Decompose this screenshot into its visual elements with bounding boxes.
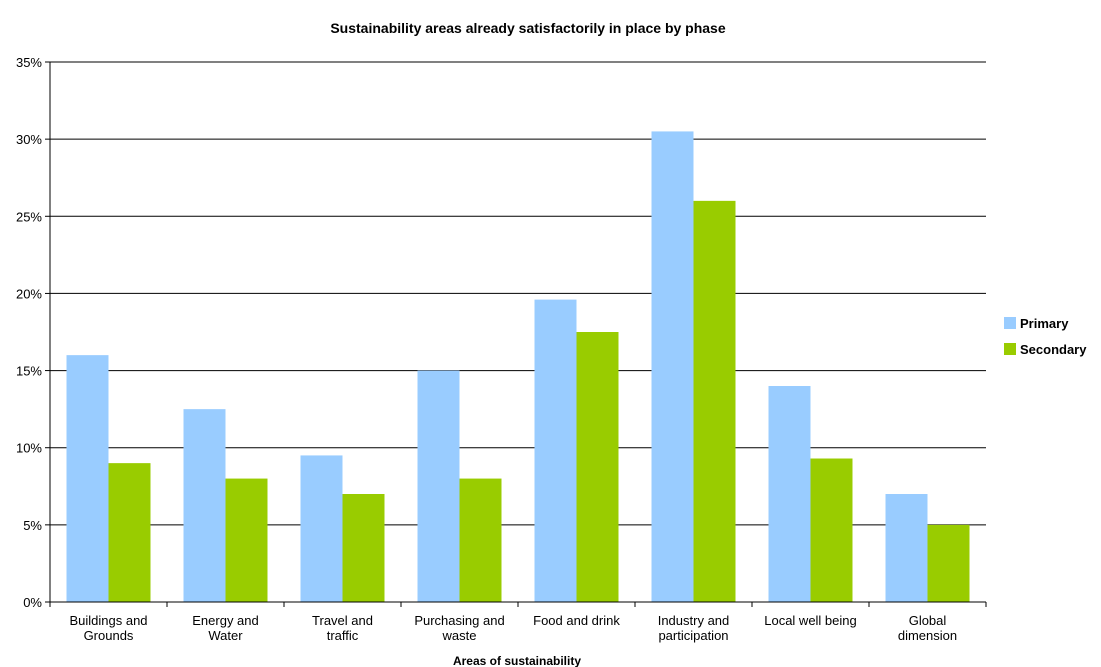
legend-swatch-secondary [1004,343,1016,355]
bar-secondary [459,478,502,602]
y-tick-labels: 0% 5% 10% 15% 20% 25% 30% 35% [16,55,42,610]
bar-primary [66,355,109,602]
legend-label-primary: Primary [1020,316,1069,331]
y-tick-label: 10% [16,441,42,456]
x-category-label: Industry and participation [658,613,730,643]
y-tick-label: 20% [16,286,42,301]
bar-primary [885,494,928,602]
x-category-label: Purchasing and waste [414,613,504,643]
y-tick-label: 30% [16,132,42,147]
chart-title: Sustainability areas already satisfactor… [330,20,726,36]
bar-secondary [225,478,268,602]
legend-swatch-primary [1004,317,1016,329]
x-category-label: Energy and Water [192,613,259,643]
x-category-label: Buildings and Grounds [69,613,147,643]
bar-primary [768,386,811,602]
x-category-label: Food and drink [533,613,620,628]
x-category-label: Global dimension [898,613,957,643]
bar-primary [300,455,343,602]
x-category-labels: Buildings and Grounds Energy and Water Trave… [69,613,957,643]
bar-secondary [810,458,853,602]
bar-primary [651,131,694,602]
y-tick-label: 5% [23,518,42,533]
legend: Primary Secondary [1004,316,1087,357]
y-tick-label: 25% [16,209,42,224]
x-category-label: Travel and traffic [312,613,373,643]
bar-secondary [576,332,619,602]
bars [66,131,970,602]
bar-secondary [927,524,970,602]
bar-secondary [693,200,736,602]
bar-primary [183,409,226,602]
legend-label-secondary: Secondary [1020,342,1087,357]
bar-primary [534,299,577,602]
y-tick-label: 35% [16,55,42,70]
x-axis-title: Areas of sustainability [453,654,581,667]
bar-secondary [342,494,385,602]
x-category-label: Local well being [764,613,857,628]
y-tick-label: 0% [23,595,42,610]
axes [45,61,987,607]
y-tick-label: 15% [16,364,42,379]
bar-secondary [108,463,151,602]
bar-primary [417,370,460,602]
